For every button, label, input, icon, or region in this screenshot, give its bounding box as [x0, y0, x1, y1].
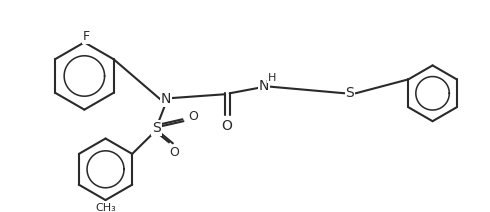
Text: H: H	[268, 73, 276, 83]
Text: CH₃: CH₃	[95, 203, 116, 212]
Text: S: S	[345, 86, 354, 100]
Text: N: N	[259, 79, 270, 93]
Text: F: F	[83, 30, 90, 43]
Text: O: O	[221, 119, 232, 133]
Text: S: S	[152, 121, 161, 135]
Text: O: O	[188, 110, 198, 123]
Text: O: O	[169, 146, 179, 159]
Text: N: N	[161, 92, 171, 106]
